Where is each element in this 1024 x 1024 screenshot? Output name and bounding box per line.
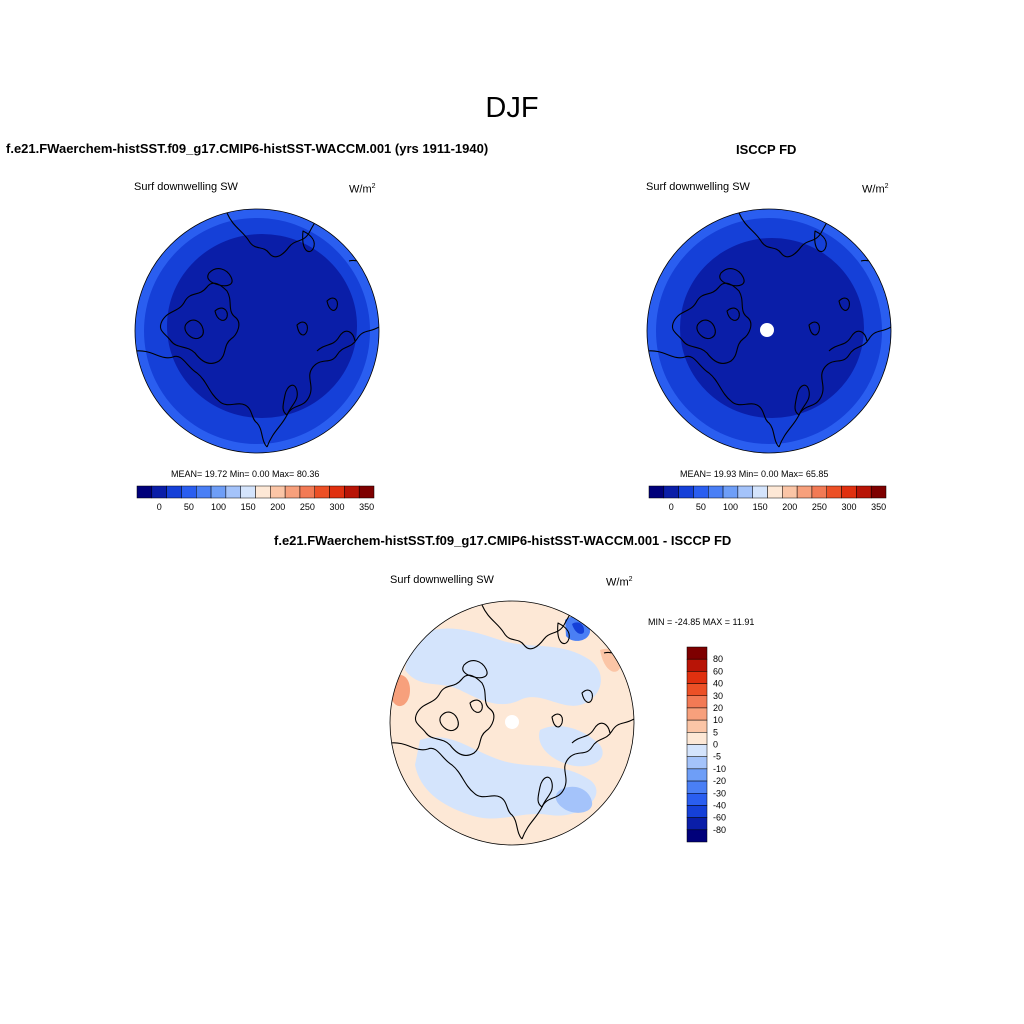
model-colorbar-box (329, 485, 345, 499)
diff-colorbar: 80 60 40 30 20 10 5 0 -5 -10 -20 -30 -40 -60 -80 (686, 646, 726, 843)
obs-panel-title: ISCCP FD (736, 142, 797, 157)
obs-colorbar-box (678, 485, 694, 499)
obs-colorbar: 0 50 100 150 200 250 300 350 (648, 485, 887, 512)
obs-colorbar-box (826, 485, 842, 499)
model-colorbar-box (210, 485, 227, 499)
diff-colorbar-box (686, 768, 708, 782)
diff-colorbar-box (686, 744, 708, 757)
diff-colorbar-tick-label: -30 (713, 788, 726, 798)
obs-colorbar-box (856, 485, 872, 499)
diff-colorbar-box (686, 817, 708, 831)
obs-colorbar-tick-label: 300 (841, 502, 856, 512)
diff-colorbar-box (686, 683, 708, 696)
diff-colorbar-tick-label: 5 (713, 727, 718, 737)
model-colorbar-box (240, 485, 256, 499)
model-map (135, 209, 379, 453)
obs-colorbar-box (841, 485, 857, 499)
obs-colorbar-box (708, 485, 724, 499)
model-colorbar-tick-label: 250 (300, 502, 315, 512)
diff-colorbar-box (686, 780, 708, 794)
diff-colorbar-box (686, 756, 708, 770)
model-colorbar-box (284, 485, 301, 499)
diff-stats: MIN = -24.85 MAX = 11.91 (648, 617, 755, 627)
obs-variable-label: Surf downwelling SW (646, 181, 750, 193)
model-colorbar-box (270, 485, 286, 499)
obs-colorbar-box (796, 485, 813, 499)
diff-units-label: W/m2 (606, 576, 633, 589)
model-colorbar: 0 50 100 150 200 250 300 350 (136, 485, 375, 512)
diff-variable-label: Surf downwelling SW (390, 574, 494, 586)
diff-colorbar-tick-label: 20 (713, 703, 723, 713)
model-colorbar-box (136, 485, 153, 499)
obs-map (647, 209, 891, 453)
diff-colorbar-tick-label: -40 (713, 800, 726, 810)
diff-colorbar-tick-label: 40 (713, 679, 723, 689)
obs-colorbar-tick-label: 250 (812, 502, 827, 512)
obs-colorbar-tick-label: 350 (871, 502, 886, 512)
obs-units-label: W/m2 (862, 183, 889, 196)
obs-colorbar-box (663, 485, 679, 499)
model-colorbar-box (166, 485, 182, 499)
model-colorbar-box (255, 485, 271, 499)
diff-panel-title: f.e21.FWaerchem-histSST.f09_g17.CMIP6-hi… (274, 533, 732, 548)
diff-colorbar-tick-label: -20 (713, 776, 726, 786)
diff-colorbar-box (686, 646, 708, 660)
model-colorbar-box (344, 485, 360, 499)
obs-stats: MEAN= 19.93 Min= 0.00 Max= 65.85 (680, 469, 829, 479)
model-colorbar-tick-label: 100 (211, 502, 226, 512)
obs-colorbar-box (782, 485, 798, 499)
model-variable-label: Surf downwelling SW (134, 181, 238, 193)
diff-colorbar-box (686, 695, 708, 709)
diff-colorbar-box (686, 658, 708, 672)
diff-colorbar-tick-label: 30 (713, 691, 723, 701)
season-title: DJF (485, 92, 539, 124)
obs-colorbar-box (752, 485, 768, 499)
diff-colorbar-box (686, 671, 708, 684)
obs-colorbar-tick-label: 0 (669, 502, 674, 512)
model-stats: MEAN= 19.72 Min= 0.00 Max= 80.36 (171, 469, 320, 479)
obs-colorbar-box (870, 485, 887, 499)
obs-colorbar-box (648, 485, 665, 499)
model-colorbar-tick-label: 200 (270, 502, 285, 512)
obs-colorbar-tick-label: 50 (696, 502, 706, 512)
obs-colorbar-tick-label: 150 (753, 502, 768, 512)
diff-colorbar-box (686, 707, 708, 721)
model-colorbar-tick-label: 150 (241, 502, 256, 512)
model-panel-title: f.e21.FWaerchem-histSST.f09_g17.CMIP6-hi… (6, 141, 489, 156)
model-colorbar-box (225, 485, 241, 499)
diff-colorbar-tick-label: 0 (713, 740, 718, 750)
diff-colorbar-tick-label: -60 (713, 813, 726, 823)
diff-colorbar-box (686, 732, 708, 745)
obs-colorbar-box (767, 485, 783, 499)
diff-colorbar-tick-label: -10 (713, 764, 726, 774)
model-colorbar-box (358, 485, 375, 499)
obs-colorbar-box (693, 485, 709, 499)
model-colorbar-box (299, 485, 315, 499)
model-colorbar-box (196, 485, 212, 499)
obs-colorbar-box (811, 485, 827, 499)
diff-colorbar-box (686, 793, 708, 806)
model-colorbar-box (151, 485, 167, 499)
model-colorbar-box (314, 485, 330, 499)
diff-colorbar-tick-label: 60 (713, 666, 723, 676)
diff-map (390, 601, 634, 845)
diff-colorbar-tick-label: 10 (713, 715, 723, 725)
obs-colorbar-tick-label: 100 (723, 502, 738, 512)
obs-colorbar-box (737, 485, 753, 499)
diff-colorbar-box (686, 719, 708, 733)
model-colorbar-tick-label: 50 (184, 502, 194, 512)
diff-colorbar-tick-label: -5 (713, 752, 721, 762)
diff-colorbar-tick-label: 80 (713, 654, 723, 664)
model-colorbar-tick-label: 300 (329, 502, 344, 512)
model-colorbar-tick-label: 350 (359, 502, 374, 512)
model-units-label: W/m2 (349, 183, 376, 196)
model-colorbar-tick-label: 0 (157, 502, 162, 512)
model-colorbar-box (181, 485, 197, 499)
obs-colorbar-tick-label: 200 (782, 502, 797, 512)
diff-colorbar-tick-label: -80 (713, 825, 726, 835)
diff-colorbar-box (686, 829, 708, 843)
diff-colorbar-box (686, 805, 708, 818)
obs-colorbar-box (722, 485, 739, 499)
